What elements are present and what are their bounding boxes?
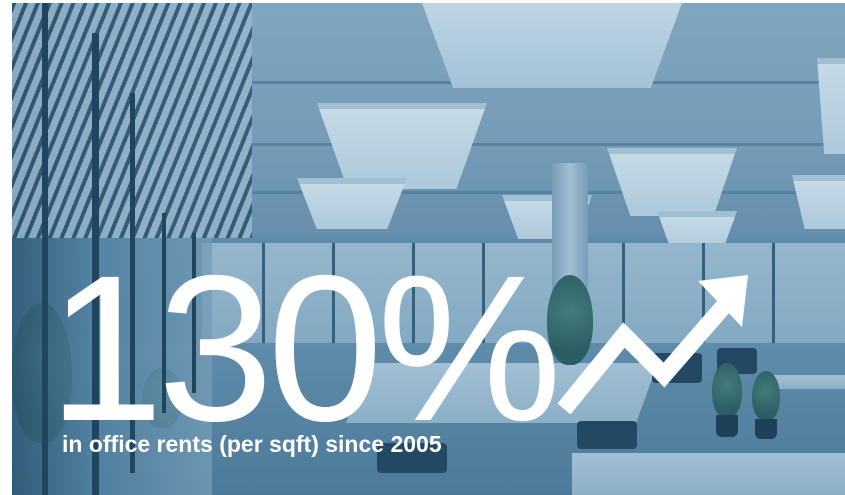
ceiling-beam: [252, 143, 845, 146]
pendant-lamp: [317, 103, 487, 189]
headline-value: 130%: [48, 233, 562, 465]
window-frame: [92, 33, 99, 495]
pendant-lamp: [297, 178, 407, 229]
window-frame: [192, 233, 196, 393]
plant: [712, 363, 742, 418]
window-mullion: [622, 243, 625, 343]
pendant-lamp: [607, 148, 737, 216]
desk: [772, 375, 845, 389]
office-photo: [12, 3, 845, 495]
window-frame: [42, 3, 48, 495]
plant-pot: [716, 415, 738, 437]
hero-banner: 130% in office rents (per sqft) since 20…: [12, 3, 845, 495]
skylight: [422, 3, 682, 88]
chair: [377, 443, 447, 473]
window-mullion: [332, 243, 335, 343]
window-frame: [162, 213, 166, 413]
window-mullion: [262, 243, 265, 343]
chair: [577, 421, 637, 449]
photo-tint: [12, 3, 845, 495]
window-mullion: [702, 243, 705, 343]
window-frame: [130, 93, 135, 473]
trend-up-arrow-icon: [557, 275, 748, 415]
headline-caption: in office rents (per sqft) since 2005: [62, 431, 442, 457]
plant: [752, 371, 780, 421]
window-mullion: [412, 243, 415, 343]
plant-pot: [755, 419, 777, 439]
pendant-lamp: [817, 58, 845, 154]
plant: [547, 275, 593, 365]
window-mullion: [482, 243, 485, 343]
ceiling-beam: [252, 191, 845, 194]
desk: [572, 453, 845, 495]
window-mullion: [772, 243, 775, 343]
